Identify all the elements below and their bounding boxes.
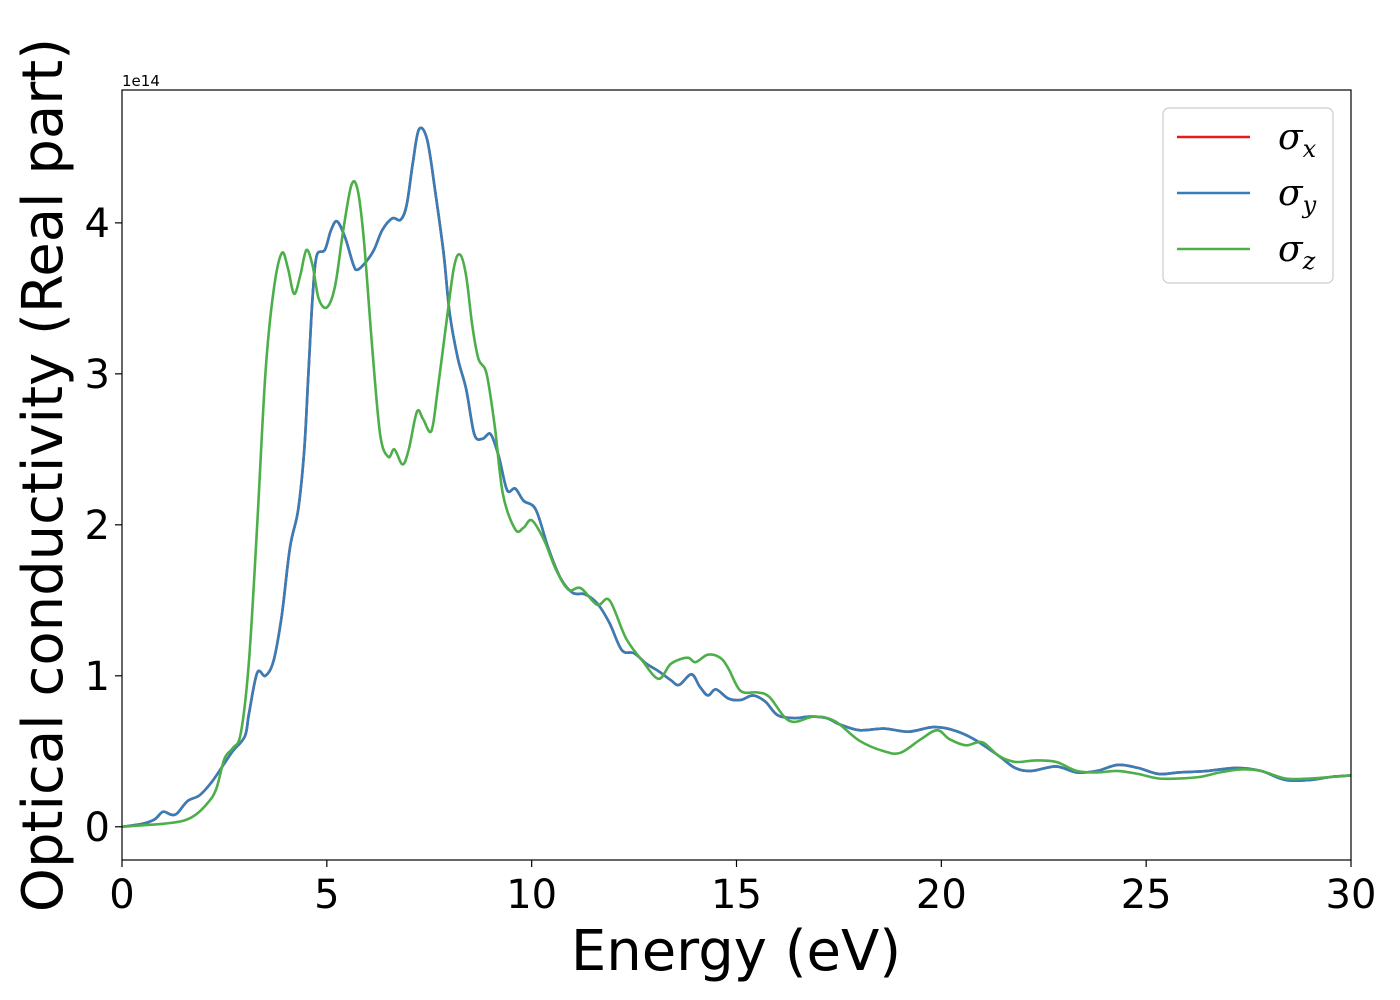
y-axis-ticks: 0 1 2 3 4: [85, 201, 122, 851]
x-tick-label: 20: [916, 872, 967, 918]
legend-label-y: σy: [1278, 173, 1317, 219]
x-axis-ticks: 0 5 10 15 20 25 30: [109, 860, 1376, 918]
x-axis-label: Energy (eV): [571, 919, 901, 984]
y-axis-offset-label: 1e14: [122, 72, 160, 90]
legend-box: [1162, 107, 1334, 284]
y-tick-label: 3: [85, 352, 110, 398]
y-tick-label: 2: [85, 503, 110, 549]
x-tick-label: 10: [506, 872, 557, 918]
y-tick-label: 4: [85, 201, 110, 247]
x-tick-label: 0: [109, 872, 134, 918]
series-line-σz: [122, 179, 1351, 829]
x-tick-label: 30: [1326, 872, 1377, 918]
x-tick-label: 5: [314, 872, 339, 918]
y-axis-label: Optical conductivity (Real part): [11, 38, 76, 912]
x-tick-label: 15: [711, 872, 762, 918]
legend-label-x: σx: [1278, 117, 1317, 163]
x-tick-label: 25: [1121, 872, 1172, 918]
plot-lines: [122, 126, 1351, 829]
y-tick-label: 1: [85, 654, 110, 700]
y-tick-label: 0: [85, 805, 110, 851]
